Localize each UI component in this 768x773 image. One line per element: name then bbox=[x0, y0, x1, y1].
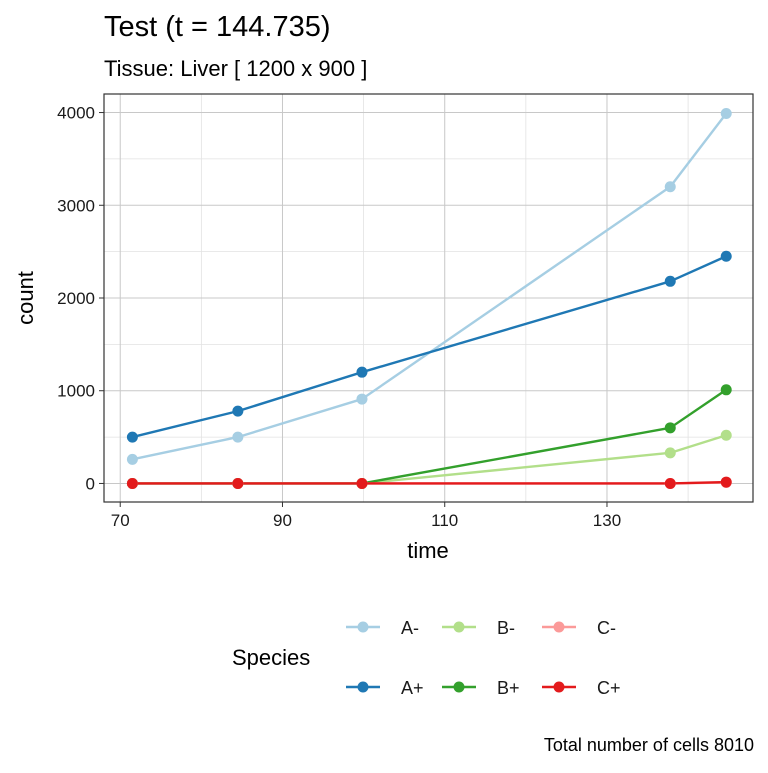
legend-label-A-: A- bbox=[401, 618, 419, 638]
x-axis-label: time bbox=[407, 538, 449, 563]
y-axis-label: count bbox=[13, 271, 38, 325]
x-tick-label: 70 bbox=[111, 511, 130, 530]
x-tick-label: 90 bbox=[273, 511, 292, 530]
data-point-C+ bbox=[664, 477, 676, 489]
data-point-B- bbox=[664, 447, 676, 459]
data-point-A- bbox=[126, 453, 138, 465]
y-tick-label: 4000 bbox=[57, 104, 95, 123]
series-line-A- bbox=[132, 112, 728, 461]
legend-key-point-A- bbox=[357, 621, 369, 633]
data-point-C+ bbox=[232, 477, 244, 489]
data-point-C+ bbox=[356, 477, 368, 489]
y-tick-label: 1000 bbox=[57, 382, 95, 401]
data-point-B+ bbox=[720, 384, 732, 396]
chart-title: Test (t = 144.735) bbox=[104, 11, 331, 43]
data-point-A+ bbox=[720, 250, 732, 262]
chart-subtitle: Tissue: Liver [ 1200 x 900 ] bbox=[104, 56, 367, 81]
data-point-A- bbox=[720, 107, 732, 119]
data-point-A- bbox=[664, 181, 676, 193]
data-point-A+ bbox=[232, 405, 244, 417]
legend-key-point-B+ bbox=[453, 681, 465, 693]
legend-key-point-B- bbox=[453, 621, 465, 633]
legend-label-C+: C+ bbox=[597, 678, 621, 698]
legend-title: Species bbox=[232, 645, 310, 670]
legend-key-point-C- bbox=[553, 621, 565, 633]
plot-border bbox=[103, 93, 754, 503]
data-point-B+ bbox=[664, 422, 676, 434]
series-line-C+ bbox=[132, 480, 727, 485]
legend-label-C-: C- bbox=[597, 618, 616, 638]
legend-label-B-: B- bbox=[497, 618, 515, 638]
y-tick-label: 2000 bbox=[57, 289, 95, 308]
chart-caption: Total number of cells 8010 bbox=[544, 735, 754, 755]
data-point-A- bbox=[356, 393, 368, 405]
data-point-A+ bbox=[664, 275, 676, 287]
data-point-A- bbox=[232, 431, 244, 443]
legend-key-point-A+ bbox=[357, 681, 369, 693]
data-point-A+ bbox=[356, 366, 368, 378]
data-point-C+ bbox=[720, 476, 732, 488]
y-tick-label: 3000 bbox=[57, 196, 95, 215]
legend-label-B+: B+ bbox=[497, 678, 520, 698]
series-line-B- bbox=[132, 434, 727, 485]
series-line-A+ bbox=[132, 255, 727, 439]
y-tick-label: 0 bbox=[86, 474, 95, 493]
legend: A- B- C- A+ B+ C+ bbox=[346, 618, 621, 698]
series-line-B+ bbox=[132, 388, 727, 485]
data-point-C+ bbox=[126, 477, 138, 489]
x-tick-label: 110 bbox=[431, 511, 458, 530]
legend-label-A+: A+ bbox=[401, 678, 424, 698]
plot-area: 70 90 110 130 0 1000 2000 3000 4000 bbox=[57, 93, 754, 530]
legend-key-point-C+ bbox=[553, 681, 565, 693]
data-point-A+ bbox=[126, 431, 138, 443]
data-point-B- bbox=[720, 429, 732, 441]
x-tick-label: 130 bbox=[593, 511, 621, 530]
